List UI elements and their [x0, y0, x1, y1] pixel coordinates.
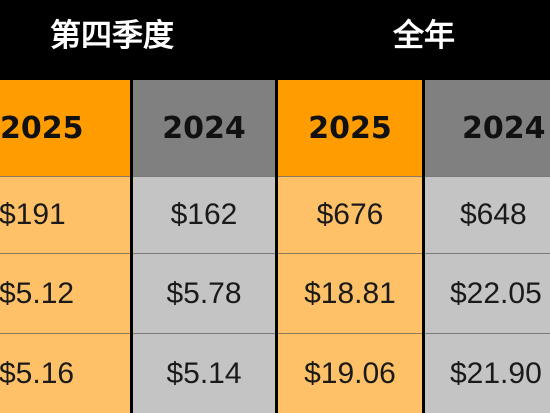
table-cell-r3-q4-2024: $5.14 — [133, 333, 275, 413]
table-cell-r3-q4-2025: $5.16 — [0, 333, 130, 413]
table-cell-r1-fy-2025: $676 — [278, 176, 422, 253]
table-cell-r2-fy-2025: $18.81 — [278, 253, 422, 333]
table-cell-r2-fy-2024: $22.05 — [425, 253, 550, 333]
full-year-group-title: 全年 — [393, 18, 455, 54]
table-cell-r2-q4-2024: $5.78 — [133, 253, 275, 333]
group-header-row: 第四季度 全年 — [0, 0, 550, 78]
table-cell-r1-q4-2025: $191 — [0, 176, 130, 253]
year-header-fy-2024: 2024 — [425, 80, 550, 176]
q4-group-title: 第四季度 — [50, 18, 174, 54]
year-header-fy-2025: 2025 — [278, 80, 422, 176]
table-cell-r1-fy-2024: $648 — [425, 176, 550, 253]
year-header-q4-2025: 2025 — [0, 80, 130, 176]
table-cell-r2-q4-2025: $5.12 — [0, 253, 130, 333]
table-cell-r1-q4-2024: $162 — [133, 176, 275, 253]
table-cell-r3-fy-2024: $21.90 — [425, 333, 550, 413]
year-header-q4-2024: 2024 — [133, 80, 275, 176]
table-cell-r3-fy-2025: $19.06 — [278, 333, 422, 413]
